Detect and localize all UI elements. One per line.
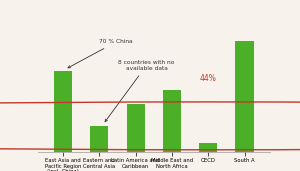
Bar <box>236 41 254 152</box>
Text: 70 % China: 70 % China <box>68 40 133 68</box>
Text: 8 countries with no
available data: 8 countries with no available data <box>105 60 175 122</box>
Bar <box>127 104 145 152</box>
Bar <box>90 126 108 152</box>
Bar <box>163 90 181 152</box>
Text: 44%: 44% <box>200 74 217 83</box>
Bar <box>54 71 72 152</box>
Bar <box>199 143 217 152</box>
